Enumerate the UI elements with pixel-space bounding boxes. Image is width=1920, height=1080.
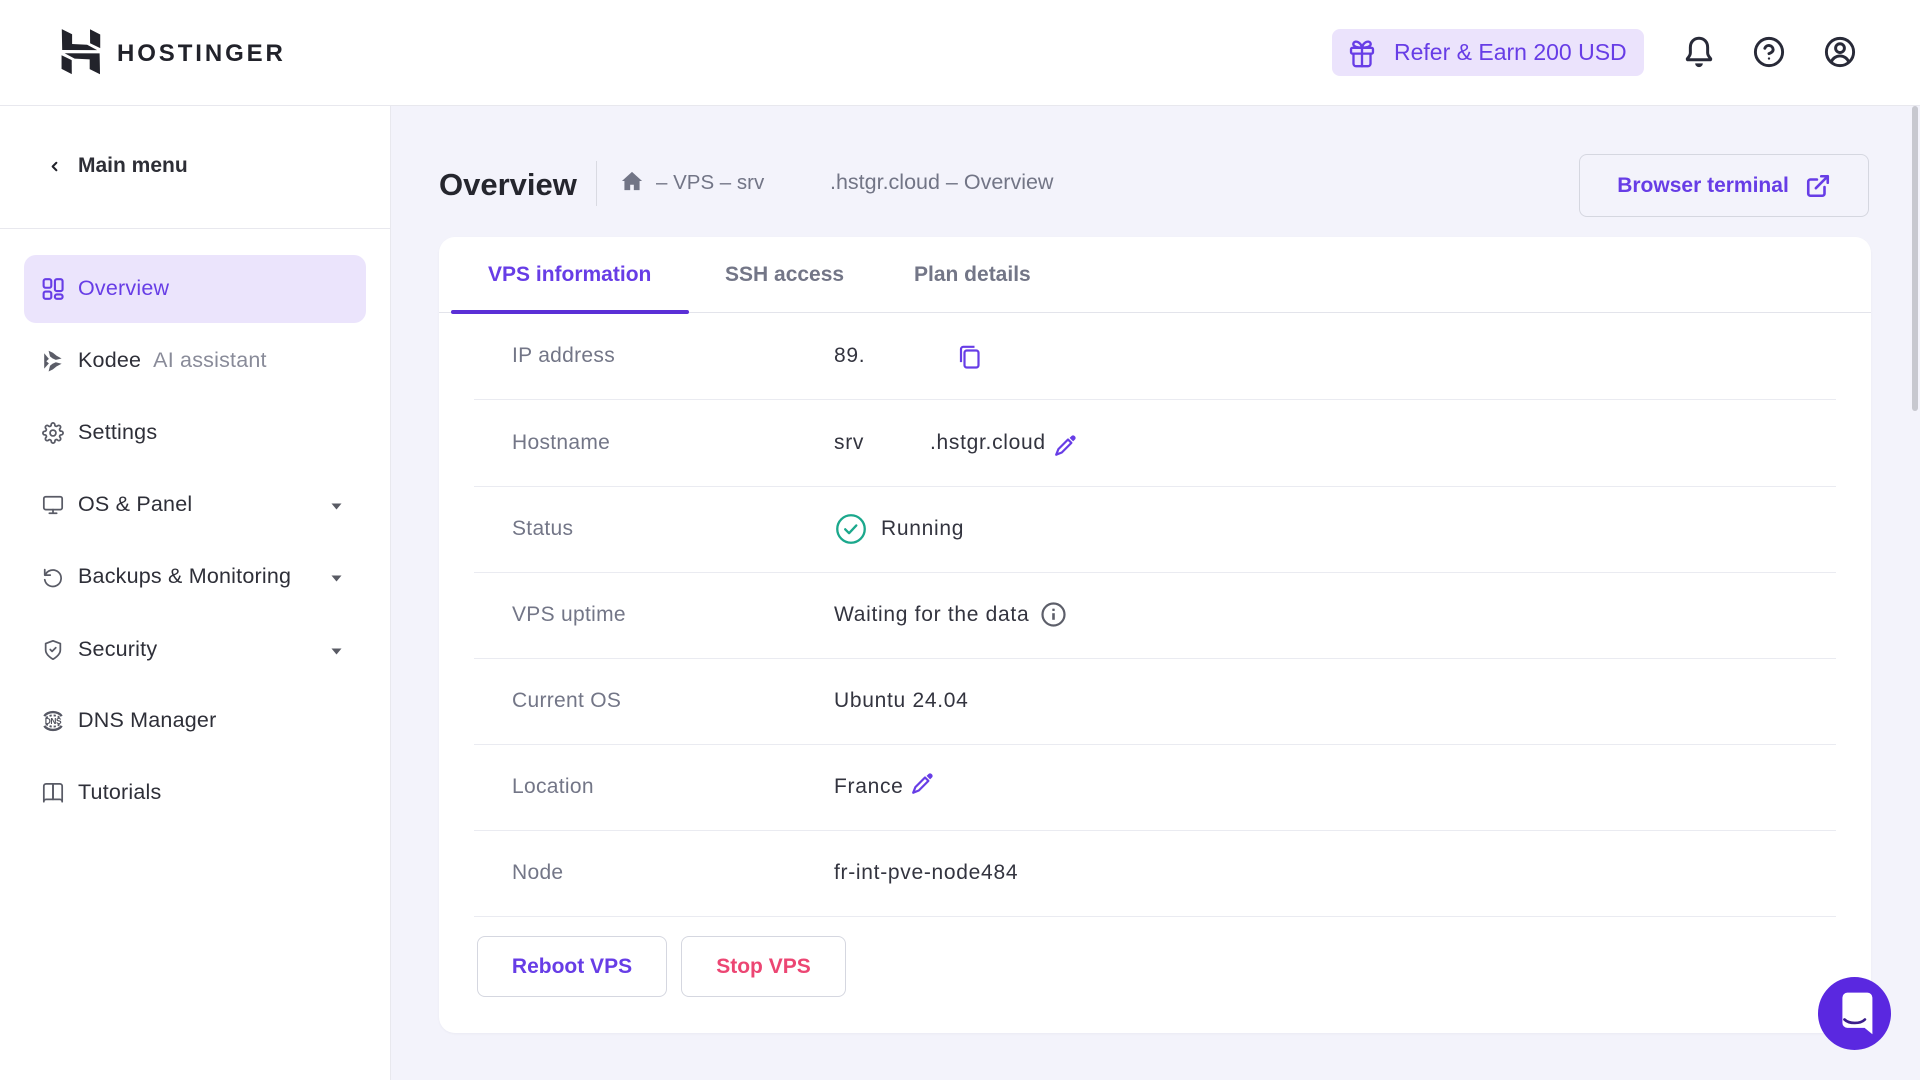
svg-text:DNS: DNS [45,716,62,726]
